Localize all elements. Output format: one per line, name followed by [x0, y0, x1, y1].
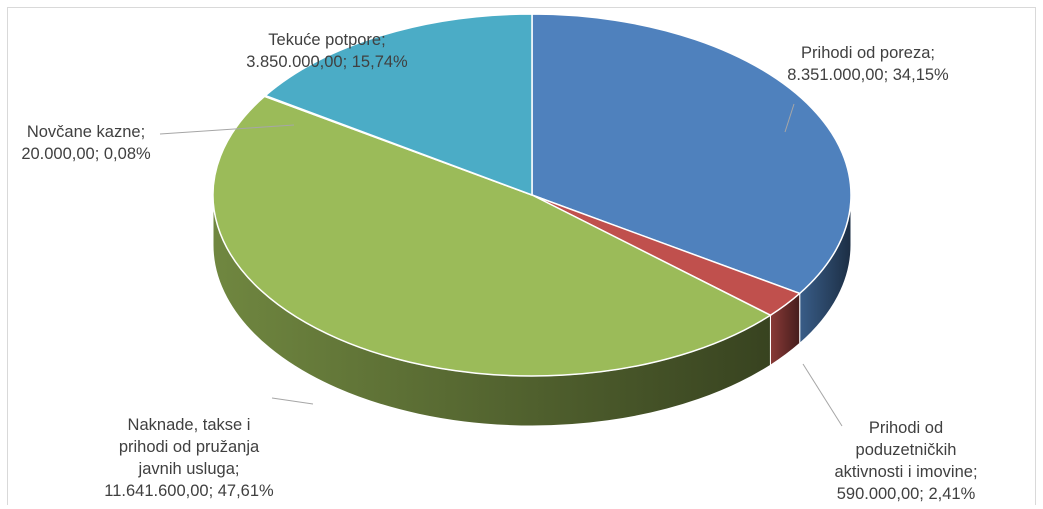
leader-line-3	[159, 124, 295, 135]
chart-frame	[7, 7, 1036, 505]
data-label-4: Tekuće potpore; 3.850.000,00; 15,74%	[246, 31, 408, 71]
leader-line-0	[784, 103, 795, 133]
data-label-1: Prihodi od poduzetničkih aktivnosti i imov…	[834, 419, 977, 503]
data-label-3: Novčane kazne; 20.000,00; 0,08%	[21, 123, 151, 163]
pie-slice-4	[263, 13, 533, 197]
data-label-2: Naknade, takse i prihodi od pružanja javni…	[104, 416, 274, 500]
data-label-0: Prihodi od poreza; 8.351.000,00; 34,15%	[787, 44, 949, 84]
leader-line-2	[271, 397, 314, 405]
pie-slice-2	[212, 95, 772, 377]
leader-line-1	[802, 363, 843, 427]
